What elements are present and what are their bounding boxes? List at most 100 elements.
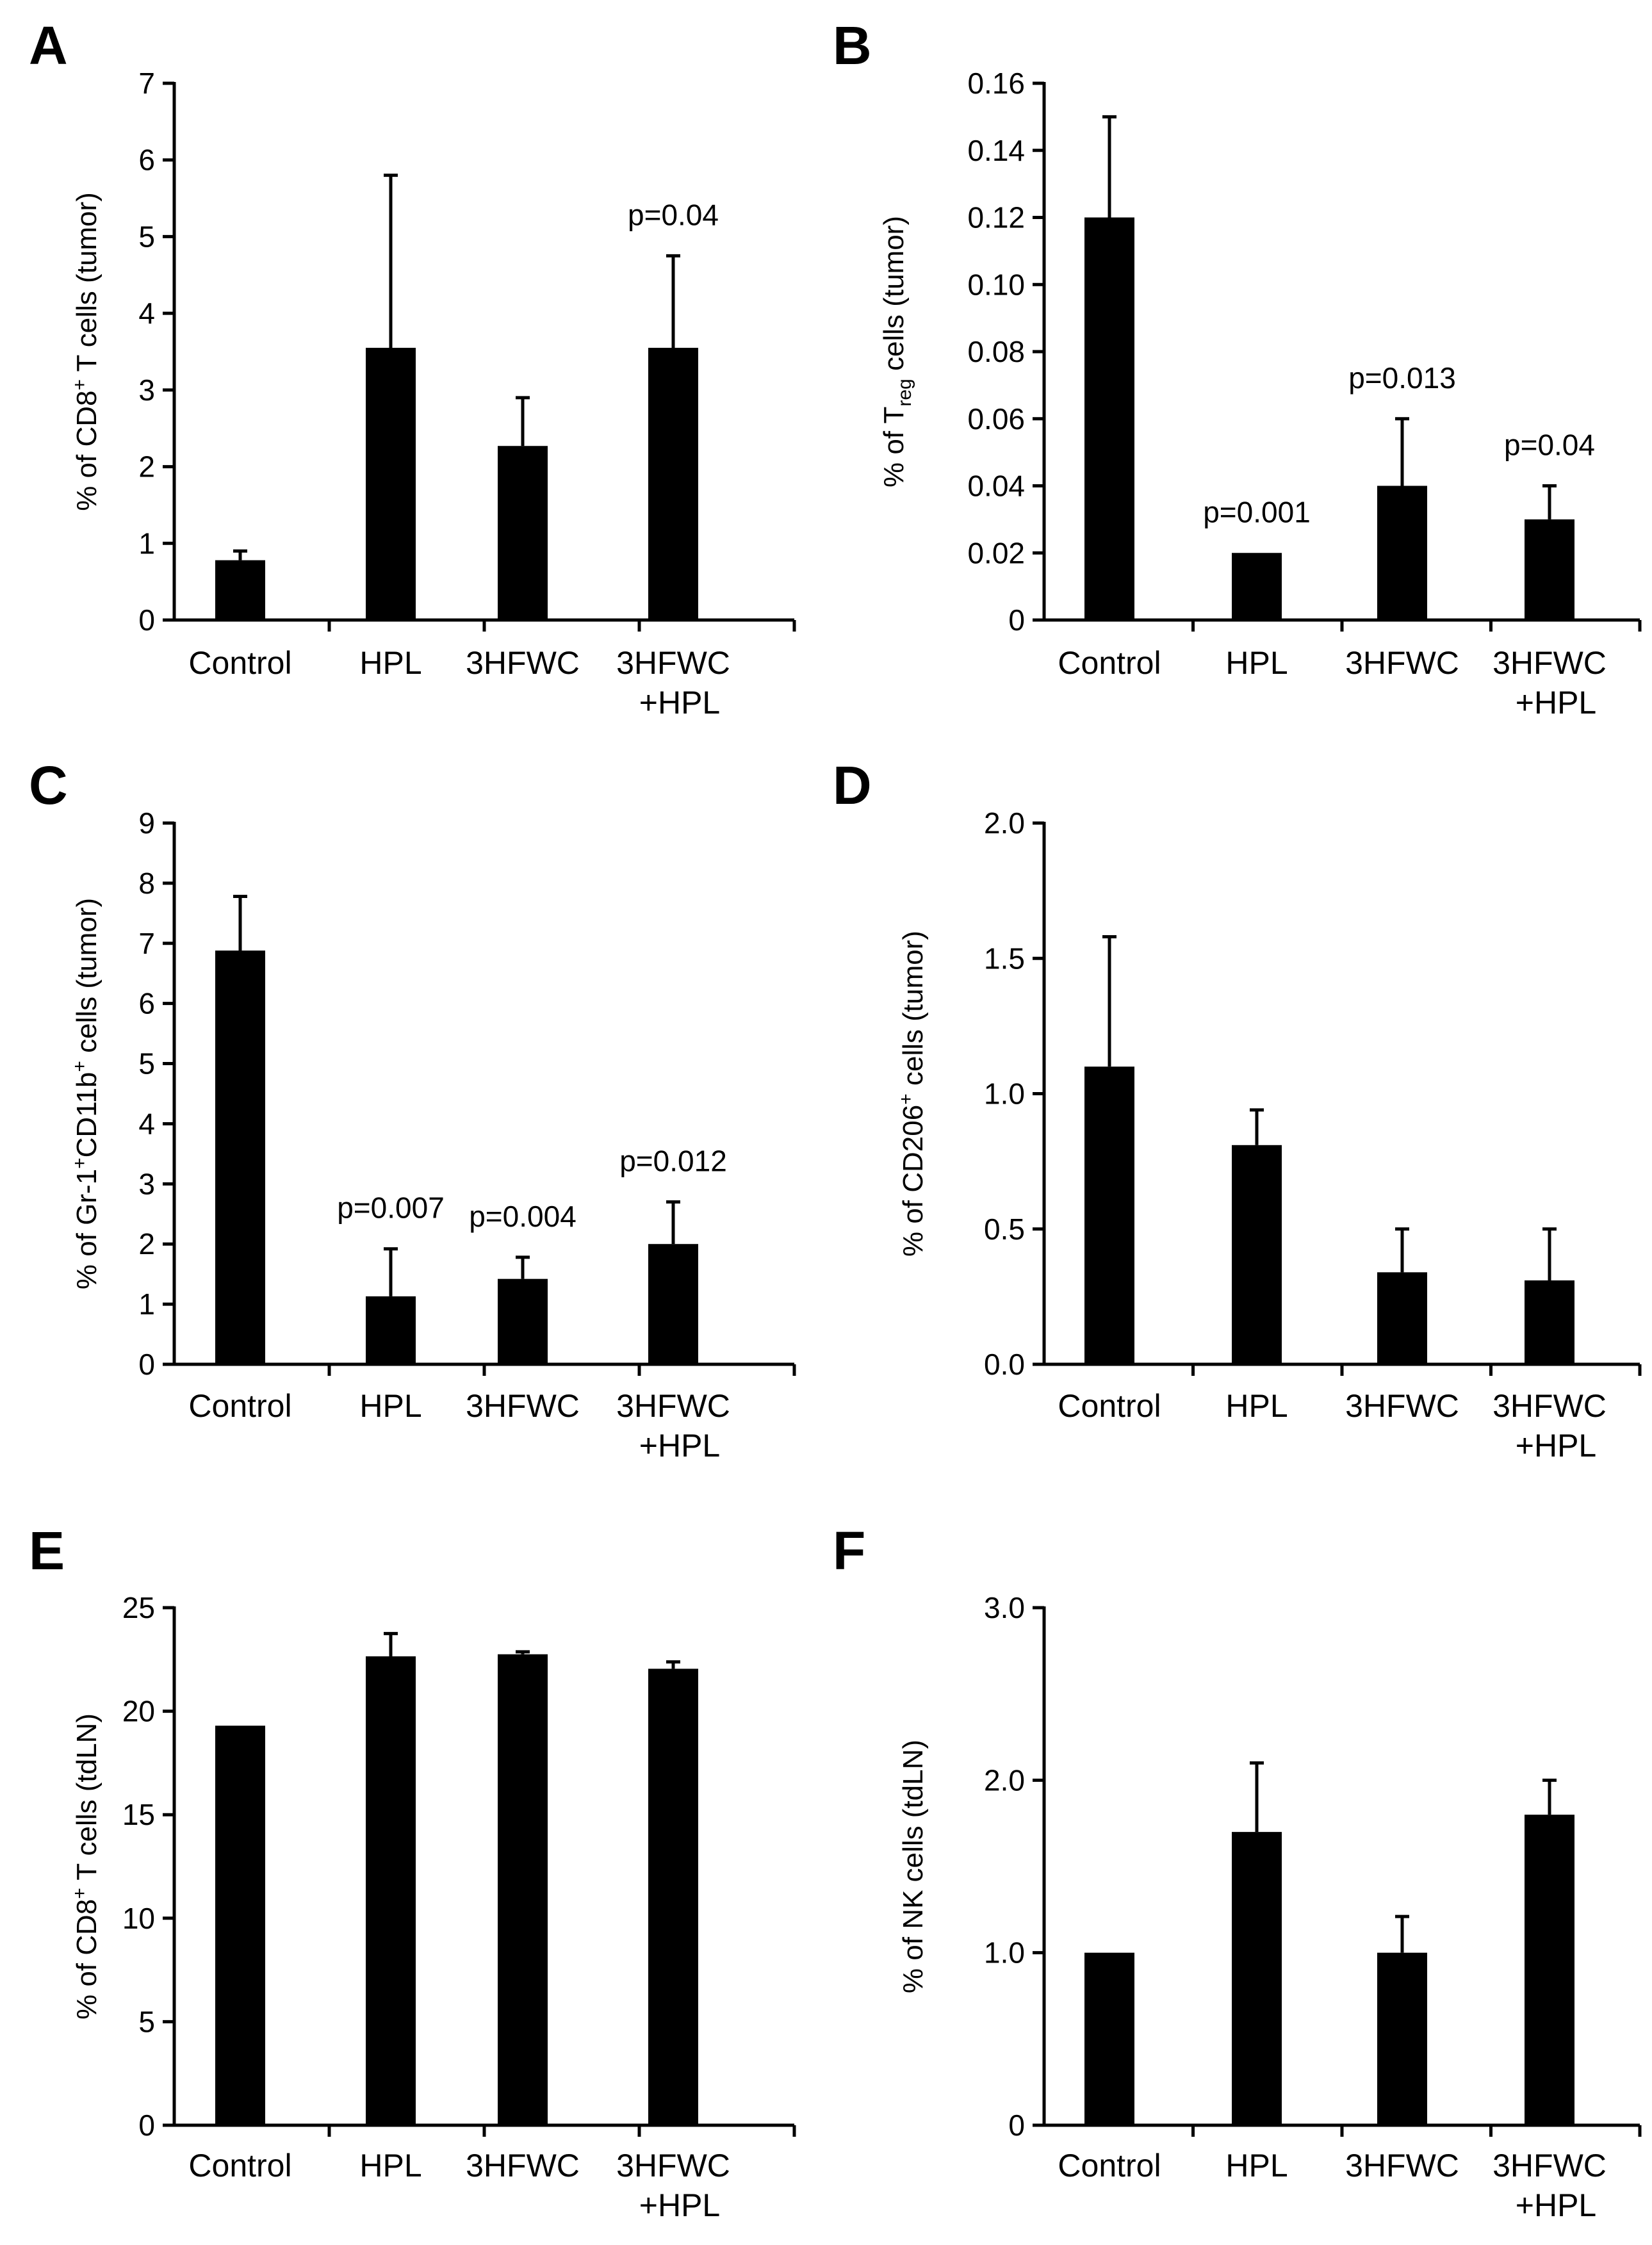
bar (1377, 1952, 1427, 2125)
x-category-label: HPL (359, 2148, 421, 2184)
y-tick-label: 0.16 (967, 67, 1025, 100)
x-category-label: +HPL (1516, 2187, 1596, 2223)
y-tick-label: 2.0 (984, 1763, 1025, 1797)
y-tick-label: 0.12 (967, 201, 1025, 234)
y-tick-label: 3.0 (984, 1591, 1025, 1624)
y-axis-label: % of NK cells (tdLN) (897, 1740, 929, 1993)
y-axis-label-part: % of Gr-1 (71, 1169, 102, 1289)
y-tick-label: 5 (138, 1047, 155, 1081)
x-category-label: HPL (359, 1388, 421, 1424)
x-category-label: 3HFWC (1493, 2148, 1607, 2184)
x-category-label: +HPL (639, 2187, 720, 2223)
panel-letter: A (29, 15, 68, 76)
bar (1525, 519, 1574, 620)
x-category-label: 3HFWC (466, 645, 580, 681)
y-axis-label-part: cells (tumor) (878, 216, 910, 379)
p-value-label: p=0.001 (1203, 495, 1311, 528)
x-category-label: 3HFWC (1345, 1388, 1459, 1424)
bar (366, 348, 416, 620)
x-category-label: Control (1058, 2148, 1161, 2184)
x-category-label: HPL (359, 645, 421, 681)
p-value-label: p=0.012 (619, 1145, 727, 1178)
x-category-label: Control (188, 645, 291, 681)
bar (1232, 1145, 1282, 1364)
x-category-label: Control (1058, 1388, 1161, 1424)
bar (1084, 1066, 1134, 1364)
y-tick-label: 1.0 (984, 1936, 1025, 1970)
panel-a: A 0 1 2 3 4 5 6 7 Control HPL 3HFWC 3HFWC +HPL p=0.04%… (29, 15, 796, 721)
x-category-label: 3HFWC (616, 2148, 730, 2184)
p-value-label: p=0.04 (628, 198, 719, 231)
y-tick-label: 0 (138, 2109, 155, 2142)
x-category-label: HPL (1225, 1388, 1288, 1424)
y-axis-label-part: + (69, 1888, 90, 1899)
x-category-label: +HPL (639, 1428, 720, 1464)
y-axis-label-part: + (69, 1157, 90, 1169)
y-axis-label-part: cells (tumor) (897, 931, 929, 1093)
x-category-label: 3HFWC (616, 1388, 730, 1424)
y-tick-label: 20 (122, 1695, 155, 1728)
y-tick-label: 0.0 (984, 1348, 1025, 1381)
bar (366, 1296, 416, 1364)
y-axis-label-part: + (896, 1093, 917, 1105)
y-tick-label: 5 (138, 2005, 155, 2038)
y-tick-label: 7 (138, 927, 155, 960)
bar (1525, 1280, 1574, 1364)
bar (1377, 486, 1427, 620)
y-axis-label-part: % of NK cells (tdLN) (897, 1740, 929, 1993)
y-tick-label: 0.10 (967, 268, 1025, 301)
p-value-label: p=0.013 (1348, 361, 1456, 395)
y-axis-label: % of Treg cells (tumor) (878, 216, 915, 487)
y-tick-label: 1.5 (984, 942, 1025, 975)
y-tick-label: 3 (138, 373, 155, 407)
bar (498, 1654, 548, 2125)
y-tick-label: 8 (138, 867, 155, 900)
x-category-label: HPL (1225, 2148, 1288, 2184)
y-tick-label: 25 (122, 1591, 155, 1624)
bar (1377, 1272, 1427, 1364)
bar (215, 560, 265, 620)
bar (1084, 217, 1134, 620)
x-category-label: Control (188, 2148, 291, 2184)
y-tick-label: 2 (138, 1227, 155, 1261)
y-tick-label: 6 (138, 987, 155, 1020)
panel-letter: B (833, 15, 872, 76)
y-tick-label: 5 (138, 220, 155, 253)
x-category-label: 3HFWC (1345, 645, 1459, 681)
y-tick-label: 0.06 (967, 402, 1025, 436)
y-tick-label: 0 (138, 603, 155, 637)
panel-d: D 0.0 0.5 1.0 1.5 2.0 Control HPL 3HFWC 3HFWC +HPL… (833, 755, 1642, 1464)
y-tick-label: 4 (138, 297, 155, 330)
y-tick-label: 1 (138, 527, 155, 560)
y-tick-label: 0 (1008, 603, 1025, 637)
bar (648, 1244, 698, 1364)
y-axis-label-part: CD11b (71, 1072, 102, 1158)
panel-letter: E (29, 1521, 65, 1581)
y-tick-label: 2.0 (984, 806, 1025, 840)
x-category-label: +HPL (1516, 685, 1596, 721)
x-category-label: 3HFWC (616, 645, 730, 681)
y-tick-label: 10 (122, 1902, 155, 1935)
y-tick-label: 0 (1008, 2109, 1025, 2142)
bar (498, 446, 548, 620)
x-category-label: 3HFWC (1493, 1388, 1607, 1424)
y-tick-label: 0.5 (984, 1212, 1025, 1246)
y-axis-label: % of Gr-1+CD11b+ cells (tumor) (69, 898, 102, 1289)
bar (366, 1656, 416, 2125)
y-tick-label: 0 (138, 1348, 155, 1381)
y-tick-label: 2 (138, 450, 155, 484)
y-axis-label-part: % of CD8 (71, 391, 102, 511)
x-category-label: 3HFWC (1493, 645, 1607, 681)
x-category-label: HPL (1225, 645, 1288, 681)
y-axis-label-part: + (69, 1061, 90, 1072)
y-axis-label-part: + (69, 379, 90, 391)
panel-letter: D (833, 755, 872, 815)
y-tick-label: 9 (138, 806, 155, 840)
x-category-label: 3HFWC (466, 1388, 580, 1424)
y-axis-label-part: % of CD206 (897, 1105, 929, 1257)
y-tick-label: 1.0 (984, 1077, 1025, 1111)
y-tick-label: 3 (138, 1167, 155, 1200)
y-tick-label: 0.04 (967, 469, 1025, 503)
